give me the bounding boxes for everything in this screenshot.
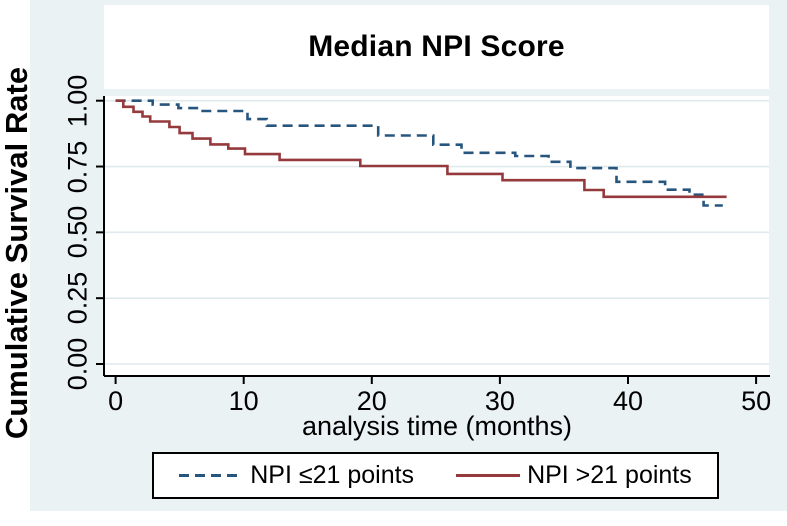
x-tick-label: 10 — [228, 386, 259, 416]
legend-item-npi-le21: NPI ≤21 points — [179, 461, 414, 490]
legend: NPI ≤21 points NPI >21 points — [152, 452, 719, 499]
legend-label: NPI ≤21 points — [250, 461, 415, 489]
title-box: Median NPI Score — [104, 5, 769, 89]
x-tick-label: 20 — [356, 386, 387, 416]
x-tick-label: 0 — [108, 386, 124, 416]
solid-line-swatch — [456, 474, 521, 477]
legend-label: NPI >21 points — [527, 461, 692, 489]
y-axis-title: Cumulative Survival Rate — [0, 66, 34, 440]
plot-area — [104, 96, 769, 376]
y-tick-label: 0.50 — [62, 206, 93, 259]
chart-title: Median NPI Score — [308, 30, 565, 63]
y-tick-label: 1.00 — [62, 74, 93, 127]
legend-item-npi-gt21: NPI >21 points — [456, 461, 692, 490]
y-tick-label: 0.75 — [62, 140, 93, 193]
y-tick-label: 0.00 — [62, 337, 93, 391]
x-tick-label: 30 — [484, 386, 515, 416]
x-tick-label: 50 — [741, 386, 772, 416]
x-axis-title: analysis time (months) — [301, 411, 573, 441]
y-tick-label: 0.25 — [62, 271, 93, 325]
dashed-line-swatch — [179, 474, 244, 477]
x-tick-label: 40 — [612, 386, 644, 416]
